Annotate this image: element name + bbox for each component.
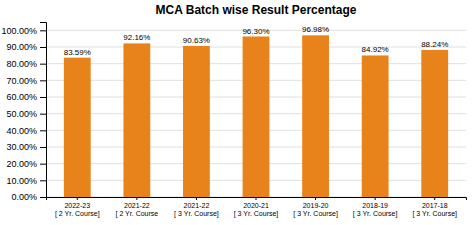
y-axis: 0.00% 10.00% 20.00% 30.00% 40.00% 50.00% 60.00…	[1, 23, 46, 203]
x-tick-mark	[196, 197, 197, 200]
x-tick-label-line: 2020-21	[243, 202, 269, 209]
plot: 0.00% 10.00% 20.00% 30.00% 40.00% 50.00% 60.00…	[1, 23, 466, 219]
bar	[421, 50, 448, 197]
y-tick-label: 30.00%	[6, 142, 37, 152]
data-label: 96.98%	[302, 25, 329, 34]
x-tick-label: 2021-22[ 2 Yr. Course	[116, 202, 159, 218]
y-tick: 80.00%	[6, 59, 46, 69]
y-tick-mark	[40, 180, 46, 181]
x-tick-mark	[375, 197, 376, 200]
y-tick-label: 80.00%	[6, 59, 37, 69]
bar	[362, 55, 389, 197]
x-tick: 2021-22[ 2 Yr. Course	[116, 197, 159, 218]
bar	[64, 58, 91, 197]
y-tick-mark	[40, 30, 46, 31]
data-label: 90.63%	[183, 36, 210, 45]
y-tick: 20.00%	[6, 159, 46, 169]
y-tick-mark	[40, 47, 46, 48]
y-tick: 40.00%	[6, 126, 46, 136]
x-tick: 2022-23[ 2 Yr. Course]	[55, 197, 100, 218]
data-label: 88.24%	[421, 40, 448, 49]
y-tick-label: 20.00%	[6, 159, 37, 169]
y-tick-mark	[40, 164, 46, 165]
x-tick-label-line: [ 3 Yr. Course]	[353, 210, 398, 218]
x-tick: 2019-20[ 3 Yr. Course]	[293, 197, 338, 218]
y-tick: 60.00%	[6, 92, 46, 102]
x-tick-label-line: 2017-18	[422, 202, 448, 209]
x-tick-mark	[77, 197, 78, 200]
grid	[46, 30, 466, 197]
x-tick-label-line: 2019-20	[303, 202, 329, 209]
y-tick: 0.00%	[11, 192, 46, 202]
x-tick-label-line: 2018-19	[362, 202, 388, 209]
y-tick-label: 100.00%	[1, 26, 37, 36]
y-tick-label: 0.00%	[11, 192, 37, 202]
y-tick-label: 40.00%	[6, 126, 37, 136]
x-axis-line	[47, 198, 467, 201]
x-tick-label: 2019-20[ 3 Yr. Course]	[293, 202, 338, 218]
bar	[302, 35, 329, 197]
y-tick-mark	[40, 80, 46, 81]
y-tick-mark	[40, 97, 46, 98]
x-tick-label: 2017-18[ 3 Yr. Course]	[412, 202, 457, 218]
x-tick-mark	[256, 197, 257, 200]
title: MCA Batch wise Result Percentage	[156, 3, 357, 17]
y-tick-mark	[40, 197, 46, 198]
y-tick-label: 50.00%	[6, 109, 37, 119]
x-axis: 2022-23[ 2 Yr. Course]2021-22[ 2 Yr. Cou…	[47, 197, 467, 218]
data-label: 96.30%	[242, 27, 269, 36]
y-tick-label: 10.00%	[6, 176, 37, 186]
x-tick-label: 2020-21[ 3 Yr. Course]	[234, 202, 279, 218]
y-tick: 90.00%	[6, 42, 46, 52]
bar	[123, 43, 150, 197]
y-tick: 30.00%	[6, 142, 46, 152]
x-tick-label: 2021-22[ 3 Yr. Course]	[174, 202, 219, 218]
x-tick-label-line: [ 3 Yr. Course]	[412, 210, 457, 218]
x-tick-label-line: 2022-23	[64, 202, 90, 209]
y-tick: 10.00%	[6, 176, 46, 186]
y-tick: 100.00%	[1, 26, 46, 36]
x-tick-label: 2018-19[ 3 Yr. Course]	[353, 202, 398, 218]
bar	[183, 46, 210, 197]
data-label: 83.59%	[64, 48, 91, 57]
x-tick-mark	[315, 197, 316, 200]
data-label: 84.92%	[362, 45, 389, 54]
x-tick: 2017-18[ 3 Yr. Course]	[412, 197, 457, 218]
y-tick-mark	[40, 64, 46, 65]
x-tick-mark	[136, 197, 137, 200]
data-label: 92.16%	[123, 33, 150, 42]
bars	[64, 35, 448, 197]
y-tick-label: 90.00%	[6, 42, 37, 52]
x-tick-label-line: [ 3 Yr. Course]	[174, 210, 219, 218]
y-tick-mark	[40, 114, 46, 115]
x-tick-label: 2022-23[ 2 Yr. Course]	[55, 202, 100, 218]
x-tick-label-line: 2021-22	[184, 202, 210, 209]
x-tick-mark	[434, 197, 435, 200]
y-tick-label: 70.00%	[6, 76, 37, 86]
x-tick-label-line: 2021-22	[124, 202, 150, 209]
bar	[243, 37, 270, 198]
x-tick-label-line: [ 3 Yr. Course]	[234, 210, 279, 218]
y-tick-label: 60.00%	[6, 92, 37, 102]
y-tick-mark	[40, 147, 46, 148]
x-tick: 2018-19[ 3 Yr. Course]	[353, 197, 398, 218]
chart: 0.00% 10.00% 20.00% 30.00% 40.00% 50.00% 60.00…	[0, 0, 474, 225]
x-tick-label-line: [ 3 Yr. Course]	[293, 210, 338, 218]
data-labels: 83.59% 92.16% 90.63% 96.30% 96.98% 84.92% 88.2…	[64, 25, 449, 56]
y-axis-line	[40, 23, 47, 198]
x-tick-label-line: [ 2 Yr. Course]	[55, 210, 100, 218]
y-tick-mark	[40, 130, 46, 131]
x-tick: 2020-21[ 3 Yr. Course]	[234, 197, 279, 218]
x-tick-label-line: [ 2 Yr. Course	[116, 210, 159, 218]
x-tick: 2021-22[ 3 Yr. Course]	[174, 197, 219, 218]
y-tick: 70.00%	[6, 76, 46, 86]
y-tick: 50.00%	[6, 109, 46, 119]
